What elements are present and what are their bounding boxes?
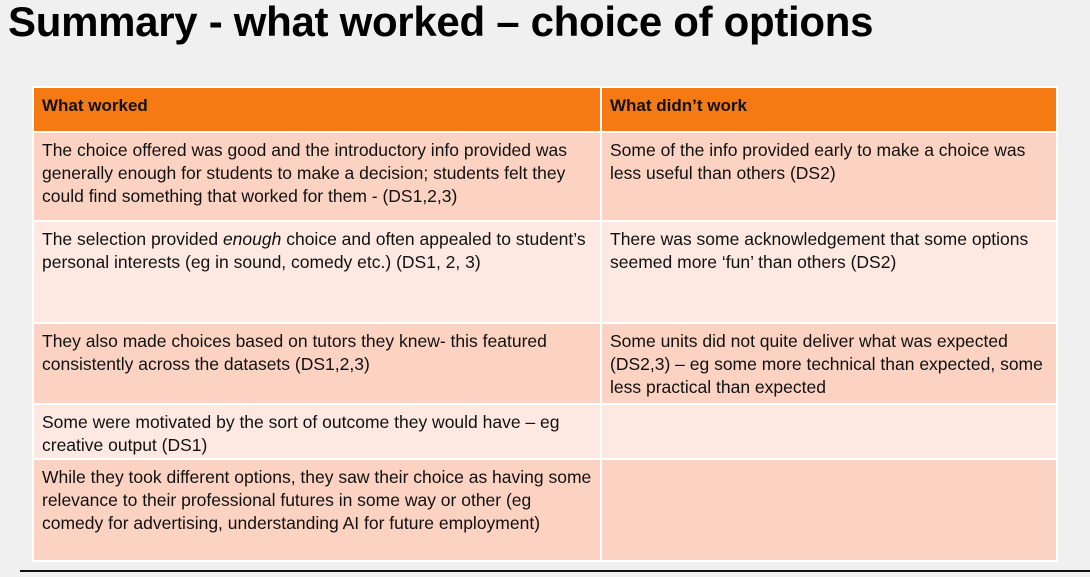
cell-worked: The choice offered was good and the intr… (32, 131, 602, 222)
emphasis: enough (222, 229, 282, 249)
summary-table: What worked What didn’t work The choice … (32, 86, 1058, 562)
cell-didnt (600, 403, 1058, 460)
table-header-row: What worked What didn’t work (32, 86, 1058, 133)
slide-title: Summary - what worked – choice of option… (8, 0, 874, 45)
cell-worked: The selection provided enough choice and… (32, 220, 602, 324)
cell-worked: While they took different options, they … (32, 458, 602, 562)
table-row: The choice offered was good and the intr… (32, 131, 1058, 222)
table-row: The selection provided enough choice and… (32, 220, 1058, 324)
header-what-worked: What worked (32, 86, 602, 133)
table-row: While they took different options, they … (32, 458, 1058, 562)
cell-didnt: Some units did not quite deliver what wa… (600, 322, 1058, 405)
header-what-didnt-work: What didn’t work (600, 86, 1058, 133)
text: The selection provided (42, 229, 223, 249)
cell-worked: They also made choices based on tutors t… (32, 322, 602, 405)
text: choice and often appealed to student’s p… (42, 229, 586, 272)
cell-didnt (600, 458, 1058, 562)
cell-didnt: There was some acknowledgement that some… (600, 220, 1058, 324)
footer-divider (20, 570, 1090, 572)
table-row: Some were motivated by the sort of outco… (32, 403, 1058, 460)
table-row: They also made choices based on tutors t… (32, 322, 1058, 405)
cell-worked: Some were motivated by the sort of outco… (32, 403, 602, 460)
cell-didnt: Some of the info provided early to make … (600, 131, 1058, 222)
